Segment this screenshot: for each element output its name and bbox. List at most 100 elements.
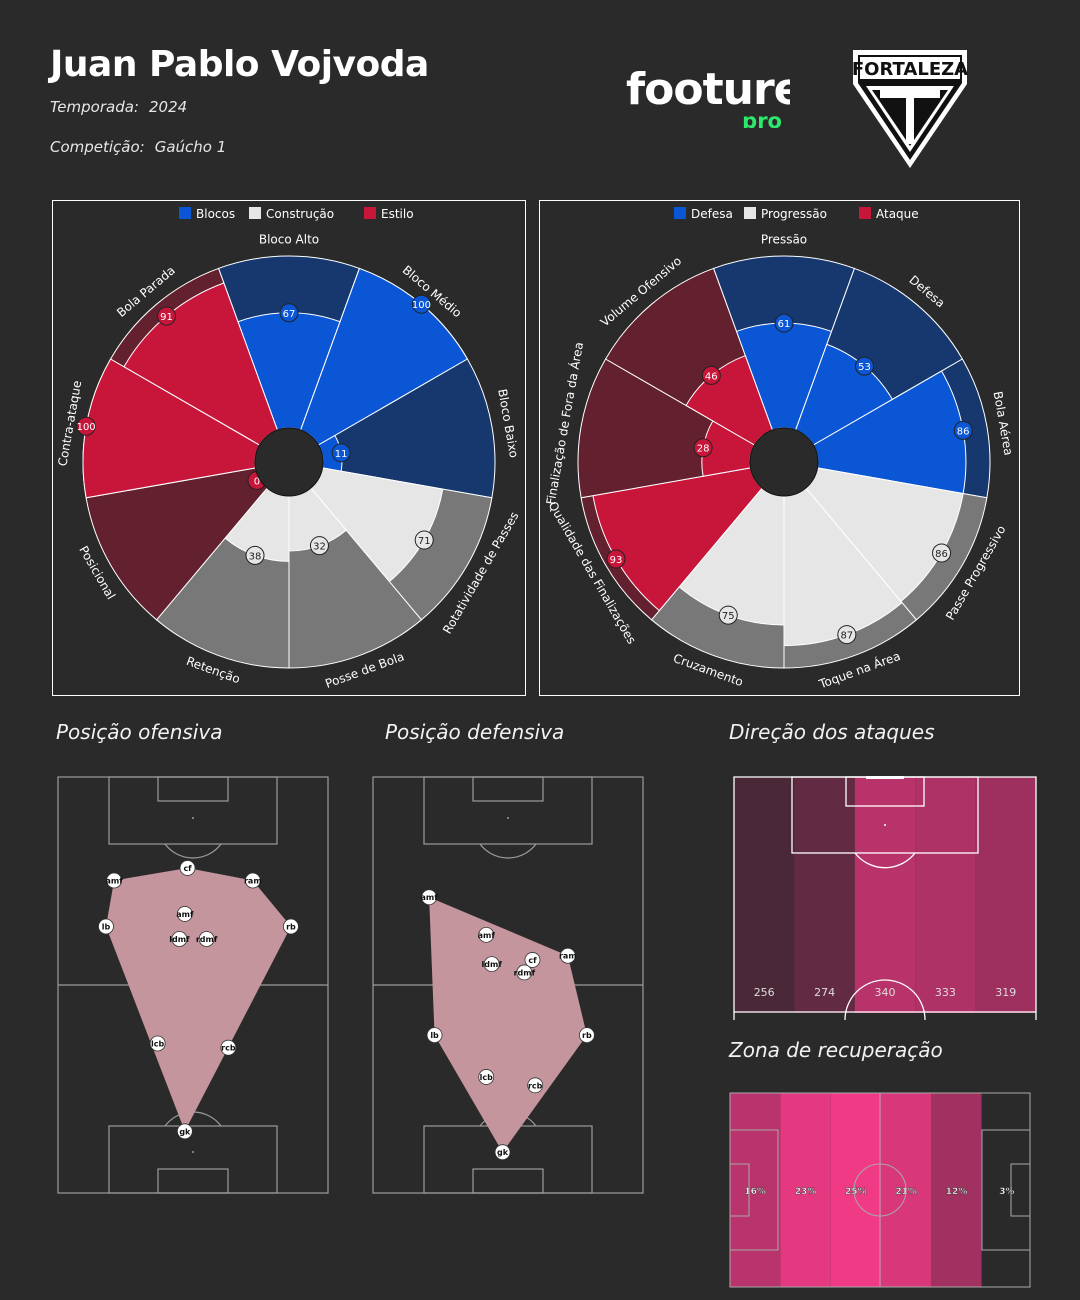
recovery-zone-1 — [730, 1093, 781, 1287]
value-label-retencao: 38 — [249, 551, 262, 562]
player-marker-ram — [559, 947, 576, 964]
defensive-position-title: Posição defensiva — [385, 720, 565, 744]
top-six-yard-box — [157, 776, 229, 802]
player-label-rcb: rcb — [528, 1081, 543, 1090]
attack-goal — [866, 776, 904, 779]
value-label-bloco-alto: 67 — [283, 309, 296, 320]
recovery-zone-label-6: 3% — [999, 1187, 1014, 1197]
value-badge-pressao — [774, 313, 794, 333]
value-badge-volume-ofensivo — [701, 365, 721, 385]
value-label-pressao: 61 — [778, 319, 791, 330]
player-label-ldmf: ldmf — [482, 960, 503, 969]
recovery-zone-title: Zona de recuperação — [729, 1038, 943, 1062]
legend-label-defesa: Defesa — [691, 207, 733, 221]
value-label-contra-ataque: 100 — [77, 422, 96, 433]
attack-lane-value-1: 256 — [754, 986, 775, 999]
recovery-zone-label-5: 12% — [946, 1187, 968, 1197]
value-badge-defesa — [854, 356, 874, 376]
recovery-zone-label-2: 23% — [795, 1187, 817, 1197]
value-badge-bola-aerea — [953, 420, 973, 440]
player-label-amf: amf — [421, 893, 439, 902]
top-six-yard-box — [472, 776, 544, 802]
value-label-passe-progressivo: 86 — [935, 549, 948, 560]
player-label-cf: cf — [528, 956, 537, 965]
top-penalty-arc — [479, 843, 537, 859]
value-label-bola-parada: 91 — [160, 312, 173, 323]
club-crest: FORTALEZA — [852, 50, 968, 168]
value-badge-finalizacao-de-fora-da-area — [693, 438, 713, 458]
value-badge-rotatividade-de-passes — [414, 530, 434, 550]
player-marker-ram — [244, 872, 261, 889]
legend-swatch-blocos — [179, 207, 191, 219]
value-badge-bola-parada — [157, 306, 177, 326]
category-label-bloco-baixo: Bloco Baixo — [495, 388, 521, 459]
recovery-zone-label-3: 25% — [845, 1187, 867, 1197]
player-marker-amf — [106, 872, 123, 889]
attack-lane-value-5: 319 — [995, 986, 1016, 999]
attack-center-circle — [844, 979, 926, 1021]
player-label-rdmf: rdmf — [514, 968, 536, 977]
legend-label-ataque: Ataque — [876, 207, 919, 221]
value-badge-bloco-alto — [279, 303, 299, 323]
bottom-six-yard-box — [157, 1168, 229, 1194]
player-marker-gk — [176, 1123, 193, 1140]
value-label-posicional: 0 — [254, 477, 260, 488]
value-label-posse-de-bola: 32 — [313, 542, 326, 553]
chart-frame — [539, 200, 1020, 696]
competition-value: Gaúcho 1 — [154, 138, 227, 156]
legend-label-blocos: Blocos — [196, 207, 235, 221]
legend-label-estilo: Estilo — [381, 207, 414, 221]
legend-label-construcao: Construção — [266, 207, 334, 221]
value-label-bola-aerea: 86 — [957, 426, 970, 437]
recovery-zone-6 — [981, 1093, 1031, 1287]
club-name: FORTALEZA — [852, 59, 968, 80]
top-penalty-box — [423, 776, 593, 845]
competition-label: Competição: — [50, 138, 145, 156]
defensive-position-pitch: amf amf ram cf ldmf rdmf lb rb lcb rcb gk — [372, 776, 644, 1194]
player-marker-rdmf — [198, 931, 215, 947]
attack-lane-value-2: 274 — [814, 986, 835, 999]
player-label-gk: gk — [497, 1148, 509, 1157]
player-marker-lb — [98, 918, 114, 935]
player-label-rcb: rcb — [221, 1044, 236, 1053]
bottom-penalty-spot — [192, 1151, 194, 1153]
attack-penalty-spot — [884, 824, 886, 826]
player-label-lcb: lcb — [151, 1040, 164, 1049]
attack-lane-3 — [854, 777, 916, 1013]
player-label-ram: ram — [559, 952, 577, 961]
legend-label-progressao: Progressão — [761, 207, 827, 221]
value-label-toque-na-area: 87 — [840, 631, 853, 642]
player-marker-rdmf — [516, 964, 533, 981]
top-penalty-arc — [164, 843, 222, 859]
value-badge-bloco-medio — [411, 294, 431, 314]
recovery-zone-label-1: 16% — [744, 1187, 766, 1197]
player-marker-amf — [176, 906, 193, 922]
category-label-pressao: Pressão — [761, 233, 807, 247]
recovery-zone-2 — [780, 1093, 831, 1287]
footure-wordmark: footure — [626, 64, 790, 115]
bottom-penalty-box — [108, 1125, 278, 1194]
recovery-pitch-lines — [729, 1092, 1031, 1288]
player-label-lb: lb — [102, 922, 111, 931]
player-marker-amf — [421, 889, 438, 906]
season-info: Temporada: 2024 — [50, 98, 187, 116]
recovery-zone-5 — [931, 1093, 982, 1287]
style-polar-chart: Blocos Construção Estilo 67 Bloco Alto 100 Blo… — [52, 200, 526, 696]
top-penalty-box — [108, 776, 278, 845]
competition-info: Competição: Gaúcho 1 — [50, 138, 226, 156]
value-label-rotatividade-de-passes: 71 — [418, 536, 431, 547]
pitch-markings — [372, 776, 644, 1194]
value-badge-retencao — [245, 545, 265, 565]
player-label-ldmf: ldmf — [169, 935, 190, 944]
legend-swatch-construcao — [249, 207, 261, 219]
value-badge-posse-de-bola — [309, 536, 329, 556]
season-label: Temporada: — [50, 98, 139, 116]
player-marker-lcb — [478, 1069, 495, 1085]
player-label-cf: cf — [183, 864, 192, 873]
category-label-bola-aerea: Bola Aérea — [991, 390, 1016, 456]
legend-swatch-estilo — [364, 207, 376, 219]
recovery-left-six-yard-box — [729, 1163, 750, 1217]
player-name: Juan Pablo Vojvoda — [50, 44, 429, 85]
value-label-qualidade-das-finalizacoes: 93 — [610, 555, 623, 566]
offensive-position-title: Posição ofensiva — [56, 720, 223, 744]
